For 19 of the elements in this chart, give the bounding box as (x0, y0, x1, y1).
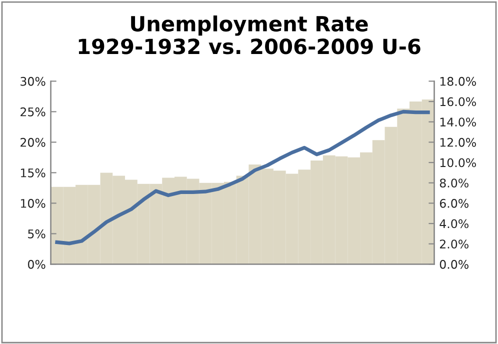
y-tick-label: 15% (20, 168, 46, 178)
y2-tick-label: 14.0% (440, 118, 476, 127)
y2-tick-label: 8.0% (440, 178, 468, 188)
y2-tick-label: 10.0% (440, 158, 476, 168)
y2-tick-label: 12.0% (440, 138, 476, 147)
y-tick-label: 0% (28, 260, 46, 269)
y2-tick-label: 16.0% (440, 97, 476, 106)
y-tick-label: 25% (20, 107, 46, 116)
chart-title: Unemployment Rate 1929-1932 vs. 2006-2009 U-6 (78, 15, 420, 54)
line-series (55, 110, 430, 246)
y-tick-label: 20% (20, 138, 46, 147)
y-tick-label: 5% (28, 229, 46, 238)
y2-tick-label: 4.0% (440, 219, 468, 228)
y-tick-label: 10% (20, 198, 46, 208)
y2-tick-label: 6.0% (440, 198, 468, 208)
y2-tick-label: 2.0% (440, 240, 468, 249)
y2-tick-label: 18.0% (440, 76, 476, 86)
y2-tick-label: 0.0% (440, 260, 468, 269)
y-tick-label: 30% (20, 76, 46, 86)
